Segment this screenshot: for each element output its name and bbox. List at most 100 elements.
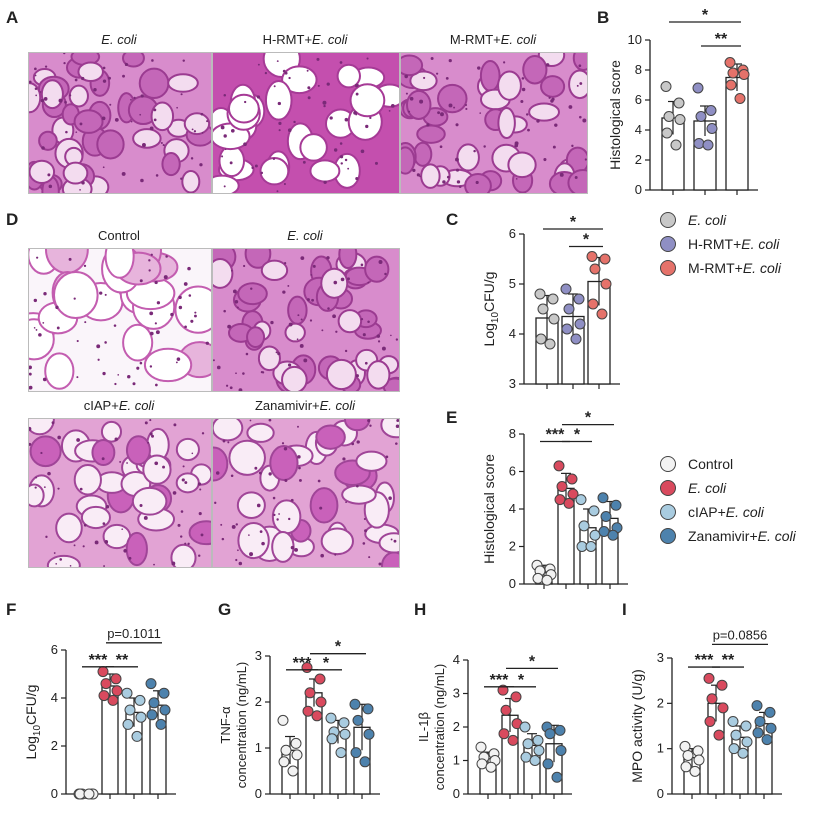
panel-letter-a: A [6, 8, 19, 27]
data-point-b-2 [725, 79, 737, 91]
data-point-g-2 [325, 712, 337, 724]
data-point-h-2 [533, 744, 545, 756]
data-point-g-0 [278, 756, 290, 768]
y-tick-label-g: 3 [255, 648, 262, 663]
legend-dot-hrmt [660, 236, 676, 252]
y-axis-label-b: Histological score [607, 60, 623, 170]
data-point-c-0 [537, 303, 549, 315]
y-tick-label-i: 0 [657, 786, 664, 801]
data-point-i-0 [680, 761, 692, 773]
data-point-h-0 [476, 758, 488, 770]
sig-label-f-1: ** [116, 652, 129, 669]
data-point-c-0 [547, 293, 559, 305]
data-point-b-0 [660, 81, 672, 92]
data-point-g-3 [363, 728, 375, 740]
y-tick-label-f: 2 [51, 738, 58, 753]
data-point-c-0 [544, 338, 556, 350]
data-point-f-0 [83, 788, 95, 800]
data-point-i-2 [730, 729, 742, 741]
data-point-b-0 [673, 97, 685, 109]
data-point-g-2 [326, 733, 338, 745]
panel-letter-c: C [446, 210, 459, 229]
data-point-e-2 [575, 494, 587, 506]
sig-label-c-0: * [570, 214, 577, 231]
data-point-i-1 [703, 672, 715, 684]
y-tick-label-b: 0 [635, 182, 642, 197]
sig-label-c-1: * [583, 232, 590, 249]
legend-item-ecoli: E. coli [660, 208, 781, 232]
y-tick-label-b: 2 [635, 152, 642, 167]
data-point-i-2 [741, 736, 753, 748]
y-axis-label-g-line2: concentration (ng/mL) [234, 662, 249, 788]
data-point-c-2 [599, 253, 611, 265]
legend-dot-zanamivir [660, 528, 676, 544]
micrograph-d-zanamivir [212, 418, 400, 568]
legend-treatment: Control E. coli cIAP+ E. coli Zanamivir+ E… [660, 452, 796, 548]
data-point-g-3 [349, 698, 361, 710]
micrograph-d3-label: cIAP+E. coli [83, 398, 155, 413]
sig-label-b-0: * [702, 7, 709, 24]
sig-label-h-0: *** [490, 672, 509, 689]
data-point-i-0 [679, 740, 691, 752]
y-tick-label-f: 6 [51, 642, 58, 657]
data-point-c-0 [535, 333, 547, 345]
data-point-i-0 [693, 754, 705, 766]
y-tick-label-b: 4 [635, 122, 642, 137]
data-point-b-1 [695, 111, 707, 122]
data-point-f-3 [148, 697, 160, 709]
legend-item-control: Control [660, 452, 796, 476]
data-point-f-2 [134, 694, 146, 706]
data-point-h-2 [529, 755, 541, 766]
y-axis-label-h-line2: concentration (ng/mL) [432, 664, 447, 790]
data-point-f-1 [110, 673, 122, 685]
panel-letter-h: H [414, 600, 427, 619]
data-point-i-2 [727, 715, 739, 727]
data-point-e-2 [588, 505, 600, 517]
data-point-f-3 [159, 704, 171, 716]
sig-label-e-0: *** [546, 427, 565, 444]
data-point-h-1 [498, 728, 510, 740]
data-point-g-3 [359, 756, 371, 768]
data-point-c-2 [587, 298, 599, 310]
data-point-i-3 [761, 734, 773, 746]
data-point-b-2 [727, 67, 739, 79]
data-point-h-2 [532, 734, 544, 746]
data-point-h-3 [544, 728, 556, 740]
data-point-f-2 [122, 718, 134, 730]
data-point-e-2 [578, 520, 590, 532]
sig-label-i-2: p=0.0856 [713, 627, 768, 642]
data-point-h-2 [522, 738, 534, 750]
legend-item-ecoli-2: E. coli [660, 476, 796, 500]
data-point-g-0 [290, 737, 302, 749]
data-point-f-1 [111, 685, 123, 697]
data-point-g-3 [362, 703, 374, 715]
data-point-e-2 [585, 541, 597, 552]
data-point-b-1 [705, 105, 717, 116]
legend-dot-ecoli-2 [660, 480, 676, 496]
y-tick-label-g: 0 [255, 786, 262, 801]
data-point-b-0 [670, 139, 682, 151]
y-tick-label-f: 4 [51, 690, 58, 705]
data-point-g-0 [291, 749, 303, 761]
y-axis-label-f: Log10CFU/g [23, 685, 43, 760]
data-point-i-0 [692, 745, 704, 757]
data-point-h-1 [507, 734, 519, 746]
data-point-h-3 [555, 744, 567, 756]
micrograph-a2-label: H-RMT+E. coli [262, 32, 348, 47]
data-point-e-1 [553, 460, 565, 472]
data-point-f-2 [124, 704, 136, 716]
data-point-h-1 [500, 704, 512, 716]
data-point-e-0 [541, 574, 553, 586]
data-point-f-2 [135, 711, 147, 723]
y-tick-label-i: 2 [657, 695, 664, 710]
micrograph-a-hrmt [212, 52, 400, 194]
data-point-i-3 [765, 722, 777, 734]
sig-label-g-1: * [323, 655, 330, 672]
data-point-e-3 [610, 499, 622, 511]
sig-label-h-2: * [529, 653, 536, 670]
data-point-h-2 [520, 751, 532, 763]
data-point-g-2 [335, 747, 347, 759]
data-point-f-2 [121, 687, 133, 699]
legend-item-zanamivir: Zanamivir+ E. coli [660, 524, 796, 548]
data-point-c-1 [563, 303, 575, 315]
